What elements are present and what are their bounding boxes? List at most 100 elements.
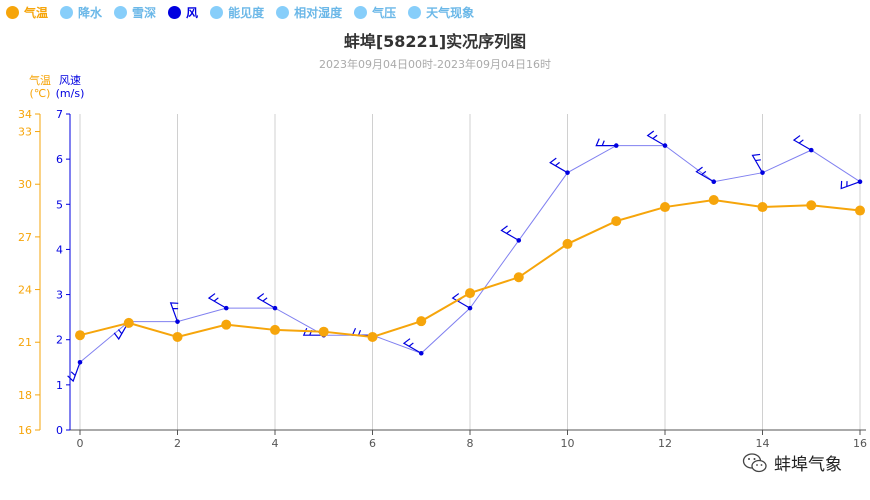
legend-item[interactable]: 降水 [60,4,102,21]
temperature-data-point [123,317,134,328]
y-right-axis-label: 风速 [59,74,81,87]
wind-data-point [711,179,717,185]
y-left-axis-unit: (℃) [30,87,51,100]
x-tick-label: 6 [369,437,376,450]
x-tick-label: 8 [467,437,474,450]
temperature-data-point [172,331,183,342]
wind-data-point [175,319,180,324]
wind-barb [402,338,422,354]
axis-layer: 0 2 4 6 8 10 12 14 161618212427303334气温(℃)012345… [18,73,867,450]
series-layer [67,130,865,383]
legend-marker [276,5,290,19]
legend-item[interactable]: 能见度 [210,4,264,21]
legend-label: 天气现象 [426,5,475,20]
wind-barb [646,130,666,147]
legend-item[interactable]: 风 [168,4,198,21]
wind-barb [549,157,568,174]
x-tick-label: 12 [658,437,672,450]
chart-title: 蚌埠[58221]实况序列图 [343,32,527,51]
wind-barb [207,293,227,309]
y-left-tick-label: 30 [18,178,32,191]
legend-label: 雪深 [132,5,157,20]
legend-item[interactable]: 气温 [6,4,48,21]
wind-data-point [467,305,473,311]
legend-marker [168,5,182,19]
legend-marker [60,5,74,19]
y-right-tick-label: 3 [56,289,63,302]
legend-item[interactable]: 相对湿度 [276,4,342,21]
legend-label: 能见度 [228,5,265,20]
wind-barb [500,225,520,241]
y-left-tick-label: 34 [18,108,32,121]
y-right-tick-label: 7 [56,108,63,121]
wind-barb [840,180,861,190]
y-right-axis-unit: (m/s) [56,87,85,100]
x-tick-label: 10 [561,437,575,450]
temperature-data-point [416,316,427,327]
temperature-data-point [465,288,475,299]
y-left-tick-label: 27 [18,231,32,244]
legend-item[interactable]: 天气现象 [408,4,474,21]
x-tick-label: 0 [77,437,84,450]
y-right-tick-label: 6 [56,153,63,166]
legend-marker [354,5,368,19]
wind-data-point [760,170,765,175]
y-left-tick-label: 18 [18,389,32,402]
wind-barb [595,138,617,147]
y-left-tick-label: 33 [18,126,32,139]
y-left-tick-label: 24 [18,284,32,297]
legend-label: 降水 [78,5,103,20]
wechat-icon [742,452,767,472]
temperature-data-point [367,331,378,342]
y-left-tick-label: 21 [18,336,32,349]
wind-data-point [418,350,424,356]
y-right-tick-label: 1 [56,379,63,392]
wind-data-point [223,305,229,311]
wind-data-point [808,147,814,153]
x-tick-label: 2 [174,437,181,450]
wind-data-point [516,238,522,243]
x-tick-label: 16 [853,437,867,450]
temperature-data-point [708,195,719,206]
legend-item[interactable]: 气压 [354,4,396,21]
x-tick-label: 14 [756,437,770,450]
wind-data-point [272,305,278,311]
legend-marker [408,5,422,19]
legend-label: 相对湿度 [294,5,343,20]
y-left-tick-label: 16 [18,424,32,437]
watermark: 蚌埠气象 [742,450,842,475]
wind-barb [695,166,715,183]
wind-barb [751,153,764,173]
legend-marker [6,5,19,19]
y-right-tick-label: 5 [56,198,63,211]
legend-label: 风 [186,5,199,20]
legend-label: 气温 [24,5,49,20]
wind-barb [67,362,81,383]
wind-barb [792,135,812,151]
grid-layer [79,114,861,430]
temperature-data-point [513,272,524,283]
legend-label: 气压 [372,5,397,20]
temperature-data-point [75,330,85,341]
y-right-tick-label: 2 [56,334,63,347]
wind-data-point [662,143,668,148]
y-left-axis-label: 气温 [29,73,51,87]
temperature-data-point [855,205,865,216]
wind-data-point [565,170,570,175]
x-tick-label: 4 [272,437,279,450]
temperature-data-point [270,324,280,335]
legend-item[interactable]: 雪深 [114,4,156,21]
chart-subtitle: 2023年09月04日00时-2023年09月04日16时 [319,58,551,71]
legend-marker [210,5,224,19]
temperature-data-point [660,202,670,213]
wind-data-point [77,359,83,365]
watermark-text: 蚌埠气象 [774,455,842,475]
wind-data-point [857,179,863,185]
chart-legend: 气温 降水 雪深 风 能见度 相对湿度 气压 天气现象 [6,3,486,21]
wind-data-point [613,143,619,148]
wind-barb [169,302,179,322]
y-right-tick-label: 0 [56,424,63,437]
y-right-tick-label: 4 [56,243,63,256]
temperature-data-point [562,238,573,249]
